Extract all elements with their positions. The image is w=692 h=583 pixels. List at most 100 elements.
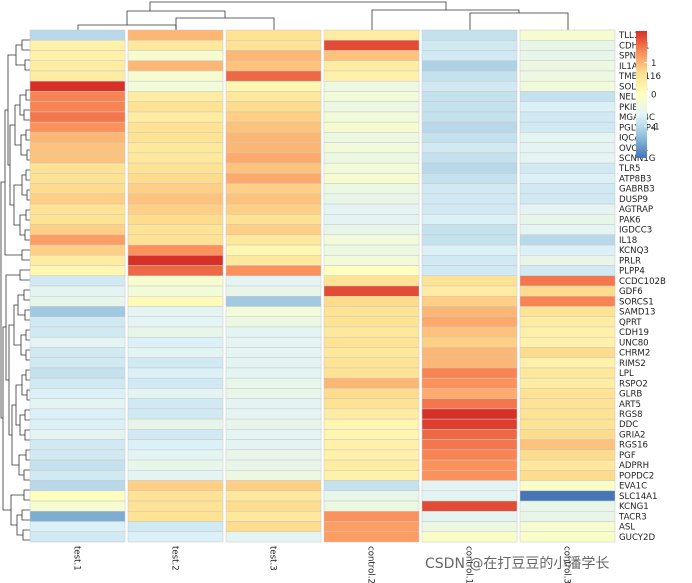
heatmap-cell	[127, 500, 224, 512]
heatmap-cell	[127, 316, 224, 328]
heatmap-cell	[323, 91, 420, 102]
heatmap-cell	[323, 203, 420, 215]
heatmap-cell	[225, 429, 322, 440]
row-label: POPDC2	[619, 471, 654, 481]
heatmap-cell	[225, 70, 322, 82]
legend-tick-label: -1	[651, 122, 660, 132]
heatmap-cell	[323, 449, 420, 461]
heatmap-cell	[421, 357, 518, 369]
heatmap-cell	[421, 470, 518, 481]
heatmap-cell	[127, 255, 224, 266]
heatmap-cell	[225, 336, 322, 348]
heatmap-cell	[323, 521, 420, 533]
heatmap-cell	[323, 173, 420, 184]
heatmap-cell	[225, 60, 322, 72]
heatmap-cell	[323, 470, 420, 481]
heatmap-cell	[29, 111, 126, 123]
heatmap-cell	[29, 193, 126, 205]
heatmap-cell	[323, 80, 420, 92]
heatmap-cell	[323, 459, 420, 471]
heatmap-cell	[323, 429, 420, 440]
heatmap-cell	[323, 142, 420, 154]
heatmap-cell	[519, 408, 616, 420]
heatmap-cell	[421, 295, 518, 307]
heatmap-cell	[519, 306, 616, 317]
heatmap-cell	[127, 80, 224, 92]
heatmap-cell	[29, 531, 126, 543]
heatmap-cell	[29, 121, 126, 133]
heatmap-cell	[519, 244, 616, 256]
heatmap-cell	[421, 439, 518, 451]
row-label: RIMS2	[619, 359, 646, 369]
heatmap-cell	[29, 439, 126, 451]
heatmap-cell	[225, 244, 322, 256]
heatmap-cell	[421, 418, 518, 430]
heatmap-cell	[29, 265, 126, 277]
heatmap-cell	[29, 234, 126, 246]
heatmap-cell	[127, 162, 224, 174]
heatmap-cell	[127, 336, 224, 348]
heatmap-cell	[519, 60, 616, 72]
heatmap-cell	[519, 480, 616, 492]
heatmap-cell	[225, 408, 322, 420]
heatmap-cell	[127, 132, 224, 143]
heatmap-cell	[29, 408, 126, 420]
row-label: GUCY2D	[619, 533, 656, 543]
heatmap-cell	[421, 224, 518, 236]
heatmap-cell	[127, 521, 224, 533]
heatmap-cell	[519, 224, 616, 236]
heatmap-cell	[29, 70, 126, 82]
row-label: SLC14A1	[619, 492, 658, 502]
row-label: PGF	[619, 451, 636, 461]
heatmap-cell	[323, 214, 420, 225]
heatmap-cell	[127, 511, 224, 522]
heatmap-cell	[421, 60, 518, 72]
row-label: IGDCC3	[619, 226, 652, 236]
heatmap-cell	[127, 234, 224, 246]
heatmap-cell	[323, 480, 420, 492]
heatmap-cell	[225, 162, 322, 174]
heatmap-cell	[127, 418, 224, 430]
heatmap-cell	[127, 244, 224, 256]
heatmap-cell	[519, 265, 616, 277]
heatmap-cell	[421, 203, 518, 215]
heatmap-cell	[421, 183, 518, 195]
heatmap-cell	[323, 101, 420, 113]
heatmap-cell	[519, 275, 616, 287]
heatmap-cell	[127, 50, 224, 61]
heatmap-cell	[323, 316, 420, 328]
heatmap-cell	[29, 306, 126, 317]
heatmap-cell	[421, 500, 518, 512]
heatmap-cell	[127, 173, 224, 184]
heatmap-cell	[421, 152, 518, 164]
heatmap-cell	[421, 408, 518, 420]
heatmap-cell	[225, 285, 322, 297]
heatmap-cell	[421, 511, 518, 522]
row-label: ART5	[619, 400, 641, 410]
heatmap-cell	[421, 255, 518, 266]
heatmap-cell	[519, 193, 616, 205]
heatmap-cell	[225, 203, 322, 215]
heatmap-cell	[421, 306, 518, 317]
column-dendrogram-branch	[149, 1, 447, 11]
column-label: test.3	[268, 546, 278, 571]
heatmap-cell	[323, 224, 420, 236]
row-label: IQCA1	[619, 134, 646, 144]
heatmap-cell	[225, 173, 322, 184]
heatmap-cell	[421, 214, 518, 225]
row-label: CHRM2	[619, 349, 650, 359]
heatmap-cell	[421, 531, 518, 543]
heatmap-cell	[519, 459, 616, 471]
watermark-text: CSDN @在打豆豆的小潘学长	[425, 556, 610, 572]
heatmap-cell	[225, 234, 322, 246]
row-label: ATP8B3	[619, 174, 651, 184]
heatmap-cell	[225, 367, 322, 379]
heatmap-cell	[519, 326, 616, 338]
heatmap-cell	[29, 214, 126, 225]
heatmap-cell	[225, 132, 322, 143]
heatmap-cell	[225, 326, 322, 338]
row-label: KCNG1	[619, 502, 649, 512]
column-dendrogram	[77, 1, 569, 30]
heatmap-cell	[127, 295, 224, 307]
row-label: SOLD1	[619, 82, 648, 92]
